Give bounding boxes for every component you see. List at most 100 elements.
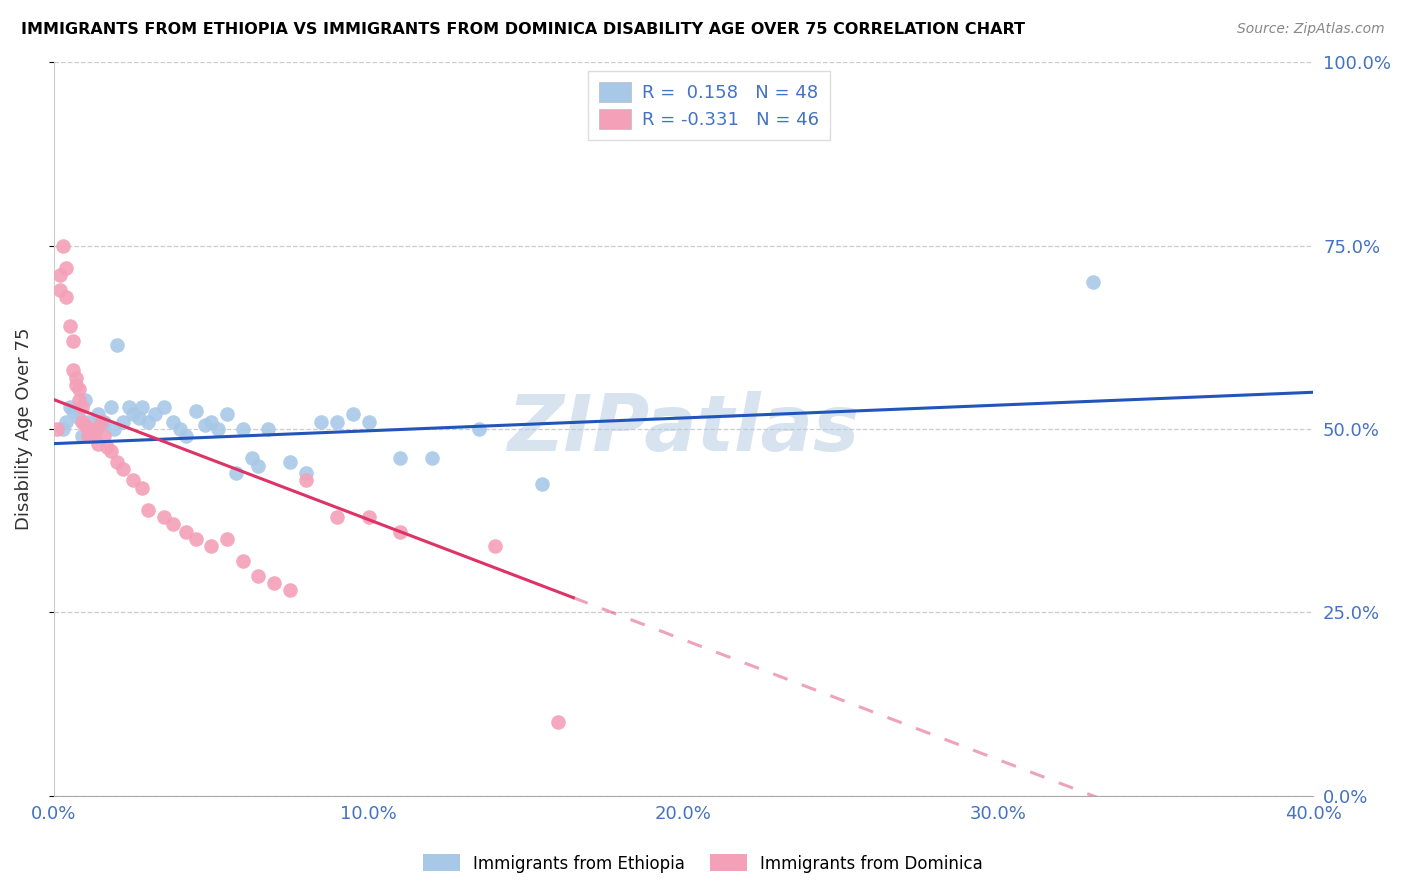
Point (103, 422, 125, 436)
Point (77, 429, 100, 443)
Point (80, 422, 103, 436)
Point (49, 283, 72, 297)
Point (93, 415, 115, 429)
Text: ZIPatlas: ZIPatlas (508, 391, 859, 467)
Point (136, 415, 159, 429)
Point (174, 524, 197, 539)
Point (112, 462, 135, 476)
Point (105, 337, 128, 351)
Point (70, 415, 93, 429)
Point (121, 473, 143, 487)
Point (55, 415, 77, 429)
Point (77, 415, 100, 429)
Point (357, 415, 380, 429)
Point (93, 429, 115, 443)
Point (162, 517, 184, 532)
Point (131, 481, 153, 495)
Point (87, 407, 110, 421)
Point (162, 415, 184, 429)
Point (215, 407, 238, 421)
Point (52, 422, 75, 436)
Point (75, 392, 97, 407)
Point (90, 415, 112, 429)
Point (112, 415, 135, 429)
Point (52, 238, 75, 252)
Point (169, 422, 191, 436)
Point (357, 510, 380, 524)
Point (530, 477, 553, 491)
Point (468, 422, 491, 436)
Point (232, 422, 254, 436)
Point (80, 425, 103, 440)
Point (131, 400, 153, 414)
Point (58, 400, 80, 414)
Point (484, 539, 506, 553)
Point (247, 568, 270, 582)
Point (83, 422, 105, 436)
Point (118, 400, 141, 414)
Point (184, 532, 207, 546)
Point (70, 429, 93, 443)
Legend: Immigrants from Ethiopia, Immigrants from Dominica: Immigrants from Ethiopia, Immigrants fro… (416, 847, 990, 880)
Point (90, 418, 112, 433)
Point (55, 290, 77, 304)
Point (389, 524, 412, 539)
Point (49, 268, 72, 282)
Point (143, 407, 166, 421)
Point (194, 418, 217, 433)
Point (83, 425, 105, 440)
Text: Source: ZipAtlas.com: Source: ZipAtlas.com (1237, 22, 1385, 37)
Point (67, 392, 90, 407)
Point (136, 502, 159, 516)
Point (207, 422, 229, 436)
Point (263, 576, 285, 591)
Point (65, 378, 87, 392)
Point (247, 458, 270, 473)
Point (75, 418, 97, 433)
Point (55, 260, 77, 275)
Point (153, 510, 176, 524)
Point (62, 363, 84, 377)
Point (67, 411, 90, 425)
Point (100, 444, 122, 458)
Point (128, 411, 150, 425)
Point (225, 466, 247, 480)
Point (62, 334, 84, 348)
Point (257, 422, 280, 436)
Point (420, 451, 443, 466)
Point (200, 539, 222, 553)
Point (46, 422, 69, 436)
Point (200, 415, 222, 429)
Point (326, 510, 349, 524)
Point (342, 407, 364, 421)
Point (389, 451, 412, 466)
Point (105, 455, 128, 469)
Y-axis label: Disability Age Over 75: Disability Age Over 75 (15, 327, 32, 530)
Point (278, 583, 301, 598)
Point (294, 473, 316, 487)
Point (184, 403, 207, 417)
Point (278, 455, 301, 469)
Point (240, 451, 263, 466)
Point (311, 415, 333, 429)
Point (326, 415, 349, 429)
Point (215, 532, 238, 546)
Point (153, 400, 176, 414)
Point (294, 466, 316, 480)
Point (62, 403, 84, 417)
Point (67, 382, 90, 396)
Point (77, 422, 100, 436)
Point (87, 436, 110, 450)
Point (547, 715, 569, 730)
Text: IMMIGRANTS FROM ETHIOPIA VS IMMIGRANTS FROM DOMINICA DISABILITY AGE OVER 75 CORR: IMMIGRANTS FROM ETHIOPIA VS IMMIGRANTS F… (21, 22, 1025, 37)
Legend: R =  0.158   N = 48, R = -0.331   N = 46: R = 0.158 N = 48, R = -0.331 N = 46 (588, 71, 830, 140)
Point (70, 400, 93, 414)
Point (58, 319, 80, 334)
Point (232, 554, 254, 568)
Point (65, 370, 87, 384)
Point (174, 429, 197, 443)
Point (121, 407, 143, 421)
Point (100, 400, 122, 414)
Point (96, 440, 118, 454)
Point (1081, 275, 1104, 289)
